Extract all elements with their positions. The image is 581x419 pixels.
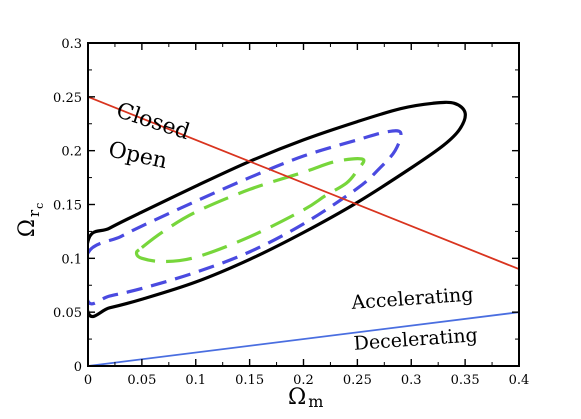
y-tick-label: 0.15 [53, 199, 82, 214]
y-axis-symbol: Ω [15, 219, 40, 237]
x-tick-label: 0 [84, 373, 92, 388]
series-contour-0 [88, 100, 467, 319]
x-axis-symbol: Ω [288, 385, 306, 410]
series-contour-2 [134, 157, 366, 264]
y-tick-label: 0.2 [61, 145, 82, 160]
x-tick-label: 0.05 [127, 373, 156, 388]
y-axis-title: Ωrc [15, 203, 46, 238]
annotation-decelerating: Decelerating [353, 324, 478, 355]
y-tick-label: 0.05 [53, 306, 82, 321]
y-axis-title-group: Ωrc [15, 203, 46, 238]
annotation-accelerating: Accelerating [350, 283, 474, 314]
y-tick-label: 0.25 [53, 91, 82, 106]
x-tick-label: 0.1 [185, 373, 206, 388]
y-tick-label: 0.1 [61, 252, 82, 267]
y-axis-ticks: 0 0.05 0.1 0.15 0.2 0.25 0.3 [53, 37, 519, 375]
series-contour-1 [88, 129, 403, 306]
x-tick-label: 0.25 [343, 373, 372, 388]
annotation-closed: Closed [113, 98, 193, 145]
y-axis-subscript: r [25, 209, 43, 217]
plot-frame [87, 42, 520, 367]
x-tick-label: 0.4 [509, 373, 530, 388]
y-tick-label: 0.3 [61, 37, 82, 52]
series-boundary-4 [88, 311, 519, 366]
x-tick-label: 0.2 [293, 373, 314, 388]
annotation-open: Open [106, 137, 169, 174]
x-tick-label: 0.35 [451, 373, 480, 388]
series-boundary-3 [88, 95, 519, 270]
x-axis-subscript: m [308, 392, 323, 411]
x-tick-label: 0.3 [401, 373, 422, 388]
y-tick-label: 0 [74, 360, 82, 375]
series-layer [88, 95, 519, 366]
x-axis-ticks: 0 0.05 0.1 0.15 0.2 0.25 0.3 0.35 0.4 [84, 43, 529, 388]
x-tick-label: 0.15 [235, 373, 264, 388]
y-axis-subsubscript: c [33, 203, 46, 209]
